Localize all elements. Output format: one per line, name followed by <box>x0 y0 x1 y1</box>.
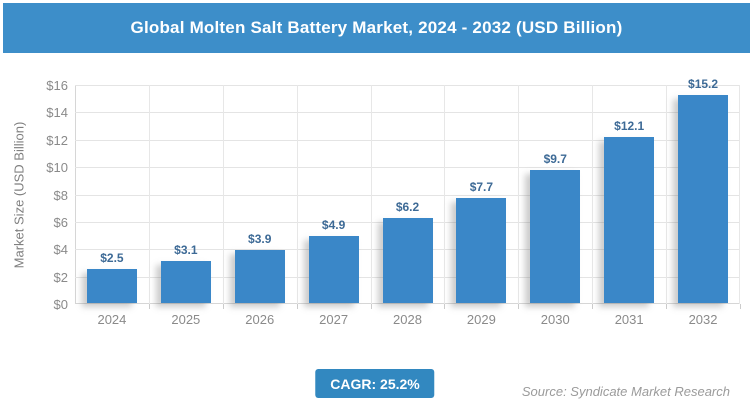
bar-2029 <box>456 197 507 303</box>
y-tick-label: $16 <box>46 78 68 93</box>
x-axis-tick <box>518 304 520 309</box>
gridline-vertical <box>148 85 150 304</box>
gridline-horizontal <box>75 194 740 196</box>
gridline-vertical <box>666 85 668 304</box>
x-category-label: 2025 <box>171 312 201 327</box>
cagr-badge: CAGR: 25.2% <box>315 369 435 398</box>
x-axis-line <box>75 303 740 304</box>
gridline-horizontal <box>75 167 740 169</box>
x-category-label: 2032 <box>688 312 718 327</box>
bar-2026 <box>234 249 285 303</box>
y-tick-label: $14 <box>46 105 68 121</box>
y-tick-label: $0 <box>53 297 68 312</box>
bar-2031 <box>604 137 655 303</box>
gridline-vertical <box>518 85 520 304</box>
x-axis-tick <box>370 304 372 309</box>
bar-2024 <box>86 268 137 303</box>
x-axis-tick <box>666 304 668 309</box>
bar-2030 <box>530 170 581 303</box>
x-category-label: 2024 <box>97 312 127 327</box>
bar-value-label: $2.5 <box>100 250 124 265</box>
gridline-vertical <box>222 85 224 304</box>
chart-title: Global Molten Salt Battery Market, 2024 … <box>130 18 623 37</box>
y-tick-label: $12 <box>46 132 68 148</box>
bar-value-label: $3.9 <box>248 231 272 246</box>
x-axis-tick <box>592 304 594 309</box>
gridline-vertical <box>592 85 594 304</box>
bar-value-label: $6.2 <box>395 200 420 215</box>
y-tick-label: $4 <box>53 242 68 258</box>
chart-title-bar: Global Molten Salt Battery Market, 2024 … <box>3 3 750 53</box>
x-category-label: 2027 <box>319 312 349 327</box>
bar-value-label: $15.2 <box>688 76 719 91</box>
bar-value-label: $7.7 <box>469 179 494 194</box>
bar-value-label: $3.1 <box>174 242 198 257</box>
source-attribution: Source: Syndicate Market Research <box>521 384 730 399</box>
plot-area: $2.5 $3.1 $3.9 $4.9 $6.2 $7.7 $9.7 $12.1 $15.2 <box>75 77 741 309</box>
gridline-vertical <box>444 85 446 304</box>
bar-value-label: $12.1 <box>614 119 645 134</box>
x-axis-tick <box>148 304 150 309</box>
gridline-horizontal <box>75 112 740 114</box>
x-category-label: 2031 <box>614 312 644 327</box>
gridline-vertical <box>739 85 740 304</box>
bar-2032 <box>678 94 729 303</box>
x-category-label: 2026 <box>245 312 275 327</box>
gridline-horizontal <box>75 85 740 86</box>
gridline-vertical <box>296 85 298 304</box>
bar-2028 <box>382 218 433 303</box>
bar-2027 <box>308 235 359 303</box>
x-axis-tick <box>222 304 224 309</box>
gridline-horizontal <box>75 139 740 141</box>
x-category-label: 2029 <box>466 312 496 327</box>
bar-value-label: $9.7 <box>543 152 567 167</box>
gridline-vertical <box>370 85 372 304</box>
x-axis-tick <box>740 304 741 309</box>
bar-value-label: $4.9 <box>321 217 346 232</box>
x-category-label: 2028 <box>393 312 422 327</box>
y-tick-label: $8 <box>53 187 68 203</box>
bar-2025 <box>160 260 211 303</box>
y-tick-label: $6 <box>53 214 68 230</box>
x-category-label: 2030 <box>540 312 570 327</box>
y-tick-label: $2 <box>53 269 68 285</box>
x-axis-tick <box>296 304 298 309</box>
x-axis-tick <box>444 304 446 309</box>
y-tick-label: $10 <box>46 160 68 176</box>
